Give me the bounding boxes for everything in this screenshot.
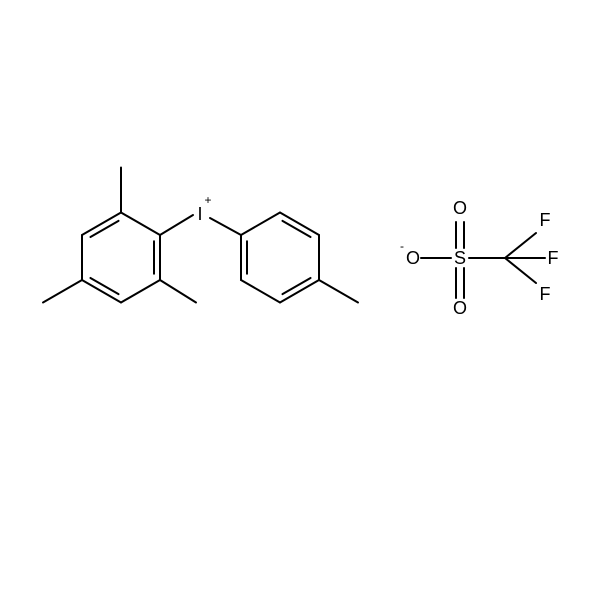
svg-text:F: F [540,284,551,304]
svg-text:I: I [197,204,202,224]
molecule-diagram: I+SO-OOFFF [0,0,600,600]
svg-text:F: F [548,248,559,268]
svg-text:-: - [400,239,404,253]
svg-text:+: + [204,193,211,207]
svg-text:O: O [406,248,420,268]
svg-text:F: F [540,210,551,230]
svg-text:O: O [453,198,467,218]
svg-text:O: O [453,298,467,318]
svg-text:S: S [454,248,466,268]
